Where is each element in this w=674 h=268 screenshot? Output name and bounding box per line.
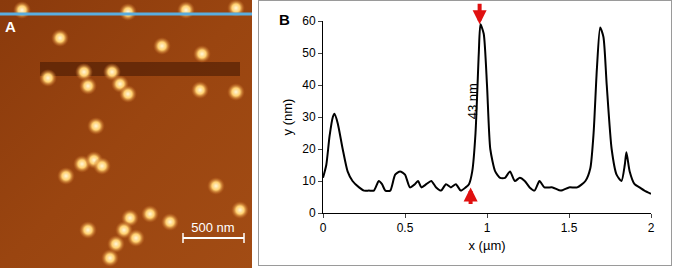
svg-text:2: 2 (648, 221, 655, 235)
svg-text:0: 0 (309, 206, 316, 220)
svg-text:43 nm: 43 nm (465, 83, 480, 119)
svg-text:500 nm: 500 nm (191, 220, 234, 235)
svg-text:y (nm): y (nm) (280, 99, 295, 136)
svg-text:30: 30 (302, 110, 316, 124)
svg-text:10: 10 (302, 174, 316, 188)
svg-text:50: 50 (302, 46, 316, 60)
svg-text:0.5: 0.5 (397, 221, 414, 235)
svg-text:20: 20 (302, 142, 316, 156)
svg-text:60: 60 (302, 14, 316, 28)
svg-text:B: B (279, 11, 290, 28)
svg-text:A: A (5, 18, 16, 35)
svg-text:40: 40 (302, 78, 316, 92)
svg-text:0: 0 (320, 221, 327, 235)
svg-text:1: 1 (484, 221, 491, 235)
svg-text:1.5: 1.5 (561, 221, 578, 235)
svg-text:x (µm): x (µm) (468, 238, 505, 253)
